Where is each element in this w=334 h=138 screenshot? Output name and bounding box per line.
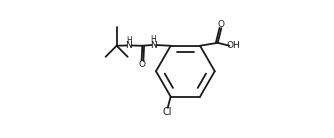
Text: O: O <box>139 60 146 69</box>
Text: O: O <box>218 19 225 29</box>
Text: N: N <box>125 41 132 50</box>
Text: N: N <box>150 41 157 50</box>
Text: H: H <box>126 36 132 45</box>
Text: OH: OH <box>226 41 240 50</box>
Text: H: H <box>150 35 156 44</box>
Text: Cl: Cl <box>162 107 172 117</box>
